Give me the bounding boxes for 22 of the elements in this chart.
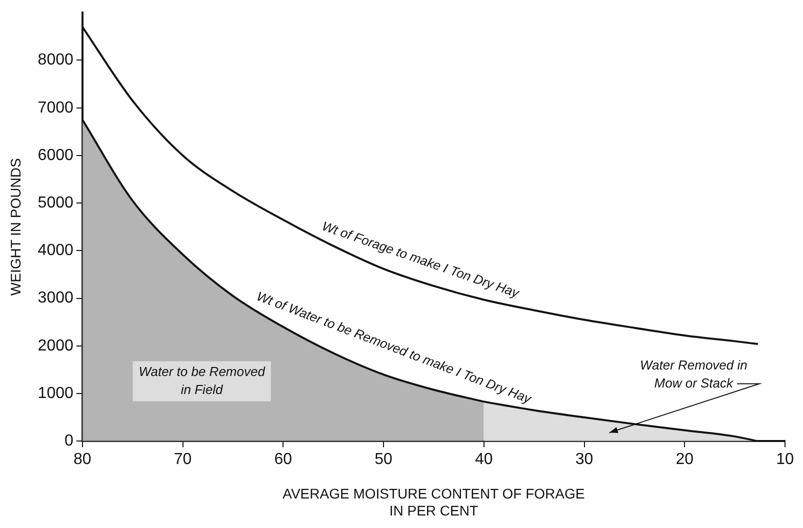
x-tick-label: 20 bbox=[676, 451, 694, 468]
annotation: Water Removed in Mow or Stack bbox=[640, 357, 748, 390]
annotation: Wt of Forage to make I Ton Dry Hay bbox=[320, 218, 522, 302]
x-tick-label: 30 bbox=[575, 451, 594, 468]
y-tick-label: 4000 bbox=[38, 242, 74, 260]
x-axis-title: AVERAGE MOISTURE CONTENT OF FORAGE IN PER CENT bbox=[282, 486, 585, 518]
x-tick-label: 60 bbox=[274, 451, 292, 468]
y-tick-label: 1000 bbox=[38, 384, 74, 402]
y-tick-label: 6000 bbox=[38, 146, 74, 164]
annotation: Water to be Removed in Field bbox=[138, 364, 266, 397]
y-tick-label: 0 bbox=[64, 432, 74, 450]
x-tick-label: 10 bbox=[776, 451, 794, 468]
x-tick-label: 40 bbox=[474, 451, 493, 468]
y-tick-label: 5000 bbox=[38, 194, 74, 212]
x-tick-label: 80 bbox=[73, 451, 92, 468]
x-tick-label: 50 bbox=[374, 451, 393, 468]
y-axis-title: WEIGHT IN POUNDS bbox=[7, 158, 24, 296]
y-tick-label: 7000 bbox=[38, 99, 74, 116]
y-tick-label: 2000 bbox=[38, 337, 74, 354]
x-tick-label: 70 bbox=[174, 451, 192, 468]
y-tick-label: 3000 bbox=[38, 290, 74, 307]
y-tick-label: 8000 bbox=[38, 52, 74, 69]
